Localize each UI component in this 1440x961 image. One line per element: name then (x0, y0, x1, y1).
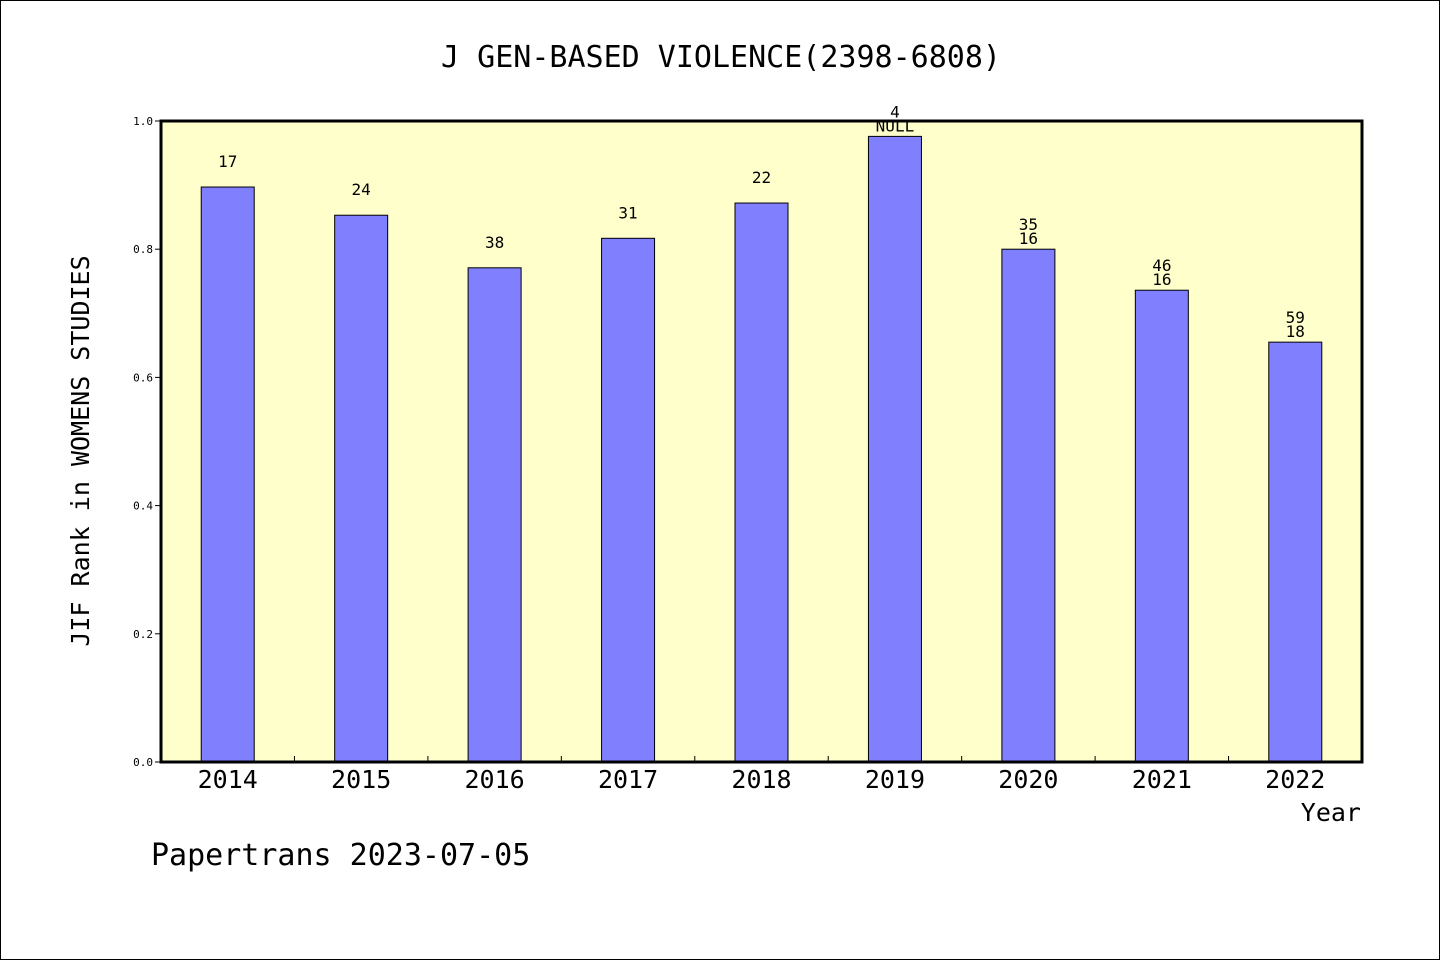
bar-label-primary: 38 (485, 233, 504, 252)
bar-2016 (467, 267, 522, 763)
x-axis-label: Year (1301, 798, 1361, 827)
bar-label-primary: 46 (1152, 256, 1171, 275)
y-axis-label: JIF Rank in WOMENS STUDIES (66, 255, 95, 646)
x-tick-label: 2021 (1132, 765, 1192, 794)
y-tick-label: 0.4 (133, 500, 153, 513)
plot-frame (159, 119, 1364, 764)
x-tick-label: 2022 (1265, 765, 1325, 794)
y-tick-label: 0.8 (133, 243, 153, 256)
bars (200, 135, 1323, 763)
bar-label-secondary: 16 (1152, 270, 1171, 289)
y-axis-ticks: 0.0 0.2 0.4 0.6 0.8 1.0 (133, 115, 161, 769)
bar-2021 (1134, 289, 1189, 763)
credit-text: Papertrans 2023-07-05 (151, 838, 530, 873)
y-tick-label: 1.0 (133, 115, 153, 128)
bar-2017 (601, 237, 656, 763)
bar-label-primary: 24 (352, 180, 371, 199)
bar-label-secondary: 16 (1019, 229, 1038, 248)
x-tick-label: 2020 (998, 765, 1058, 794)
x-tick-label: 2019 (865, 765, 925, 794)
y-tick-label: 0.0 (133, 756, 153, 769)
bar-2015 (334, 214, 389, 763)
x-tick-label: 2014 (198, 765, 258, 794)
bar-label-primary: 17 (218, 152, 237, 171)
x-tick-label: 2016 (465, 765, 525, 794)
bar-2022 (1268, 341, 1323, 763)
bar-label-primary: 22 (752, 168, 771, 187)
x-axis-ticks: 2014 2015 2016 2017 2018 2019 2020 2021 2022 (198, 756, 1325, 794)
x-tick-label: 2015 (331, 765, 391, 794)
y-tick-label: 0.6 (133, 371, 153, 384)
x-tick-label: 2017 (598, 765, 658, 794)
x-tick-label: 2018 (731, 765, 791, 794)
bar-2020 (1001, 248, 1056, 763)
bar-label-primary: 4 (890, 102, 900, 121)
bar-2014 (200, 186, 255, 763)
y-tick-label: 0.2 (133, 628, 153, 641)
chart-title: J GEN-BASED VIOLENCE(2398-6808) (441, 40, 1001, 75)
bar-label-primary: 35 (1019, 215, 1038, 234)
bar-label-primary: 31 (618, 203, 637, 222)
bar-label-primary: 59 (1286, 308, 1305, 327)
bar-2018 (734, 202, 789, 763)
bar-label-secondary: 18 (1286, 322, 1305, 341)
bar-2019 (867, 135, 922, 763)
